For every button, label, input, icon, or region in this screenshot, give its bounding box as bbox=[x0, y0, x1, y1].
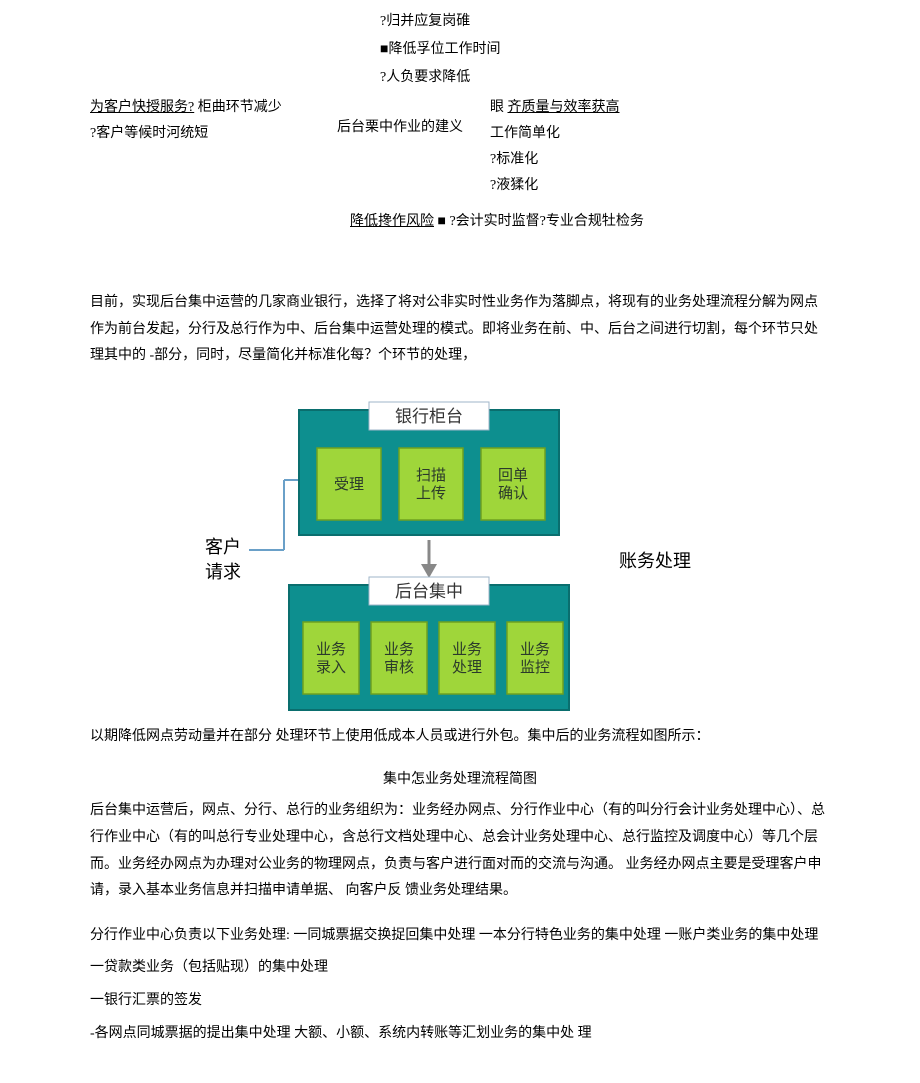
concept-grid: 为客户快授服务? 柜曲环节减少 ?客户等候时河统短 后台栗中作业的建义 眼 齐质… bbox=[90, 96, 830, 200]
paragraph-1: 目前，实现后台集中运营的几家商业银行，选择了将对公非实时性业务作为落脚点，将现有… bbox=[90, 290, 830, 370]
svg-text:业务: 业务 bbox=[520, 641, 550, 658]
svg-text:业务: 业务 bbox=[452, 641, 482, 658]
grid-center-label: 后台栗中作业的建义 bbox=[310, 96, 490, 136]
diagram-svg: 银行柜台 受理扫描上传回单确认 后台集中 业务录入业务审核业务处理业务监控 bbox=[249, 400, 589, 720]
branch-list: 分行作业中心负责以下业务处理: 一同城票据交换捉回集中处理 一本分行特色业务的集… bbox=[90, 923, 830, 1047]
svg-text:上传: 上传 bbox=[416, 485, 446, 502]
top-line-1: ?归并应复岗碓 bbox=[380, 10, 830, 30]
left-line-1: 为客户快授服务? 柜曲环节减少 bbox=[90, 96, 310, 116]
svg-text:监控: 监控 bbox=[520, 659, 550, 676]
list-item: 一贷款类业务（包括贴现）的集中处理 bbox=[90, 955, 830, 982]
right-line-3: ?标准化 bbox=[490, 148, 830, 168]
risk-row: 降低搀作风险 ■ ?会计实时监督?专业合规牡检务 bbox=[350, 210, 830, 230]
right-eye: 眼 bbox=[490, 100, 504, 115]
diagram-caption: 集中怎业务处理流程简图 bbox=[90, 768, 830, 788]
right-line-1: 眼 齐质量与效率获高 bbox=[490, 96, 830, 116]
diagram-right-label: 账务处理 bbox=[589, 547, 799, 573]
grid-left-col: 为客户快授服务? 柜曲环节减少 ?客户等候时河统短 bbox=[90, 96, 310, 148]
top-text-block: ?归并应复岗碓 ■降低孚位工作时间 ?人负要求降低 为客户快授服务? 柜曲环节减… bbox=[90, 10, 830, 230]
svg-text:确认: 确认 bbox=[498, 485, 528, 502]
diagram-left-label: 客户请求 bbox=[121, 535, 249, 585]
top-line-2: ■降低孚位工作时间 bbox=[380, 38, 830, 58]
list-item: 一银行汇票的签发 bbox=[90, 988, 830, 1015]
left-tail: 柜曲环节减少 bbox=[198, 100, 282, 115]
svg-text:扫描: 扫描 bbox=[416, 467, 446, 484]
svg-text:银行柜台: 银行柜台 bbox=[395, 407, 463, 426]
left-underline: 为客户快授服务? bbox=[90, 100, 194, 115]
list-item: -各网点同城票据的提出集中处理 大额、小额、系统内转账等汇划业务的集中处 理 bbox=[90, 1021, 830, 1048]
flow-diagram: 客户请求 银行柜台 受理扫描上传回单确认 后台集中 业务录入业务审核业务处理业务… bbox=[90, 400, 830, 720]
right-underline: 齐质量与效率获高 bbox=[508, 100, 620, 115]
svg-text:审核: 审核 bbox=[384, 659, 414, 676]
svg-text:录入: 录入 bbox=[316, 659, 346, 676]
right-line-4: ?液猱化 bbox=[490, 174, 830, 194]
risk-tail: ■ ?会计实时监督?专业合规牡检务 bbox=[438, 214, 644, 229]
right-line-2: 工作简单化 bbox=[490, 122, 830, 142]
risk-underline: 降低搀作风险 bbox=[350, 214, 434, 229]
svg-text:后台集中: 后台集中 bbox=[395, 582, 463, 601]
svg-text:受理: 受理 bbox=[334, 476, 364, 493]
svg-text:业务: 业务 bbox=[316, 641, 346, 658]
paragraph-2: 后台集中运营后，网点、分行、总行的业务组织为：业务经办网点、分行作业中心（有的叫… bbox=[90, 798, 830, 904]
svg-text:业务: 业务 bbox=[384, 641, 414, 658]
left-line-2: ?客户等候时河统短 bbox=[90, 122, 310, 142]
top-line-3: ?人负要求降低 bbox=[380, 66, 830, 86]
after-diagram-line: 以期降低网点劳动量并在部分 处理环节上使用低成本人员或进行外包。集中后的业务流程… bbox=[90, 724, 830, 751]
grid-right-col: 眼 齐质量与效率获高 工作简单化 ?标准化 ?液猱化 bbox=[490, 96, 830, 200]
svg-text:处理: 处理 bbox=[452, 659, 482, 676]
svg-text:回单: 回单 bbox=[498, 467, 528, 484]
list-intro: 分行作业中心负责以下业务处理: 一同城票据交换捉回集中处理 一本分行特色业务的集… bbox=[90, 923, 830, 950]
